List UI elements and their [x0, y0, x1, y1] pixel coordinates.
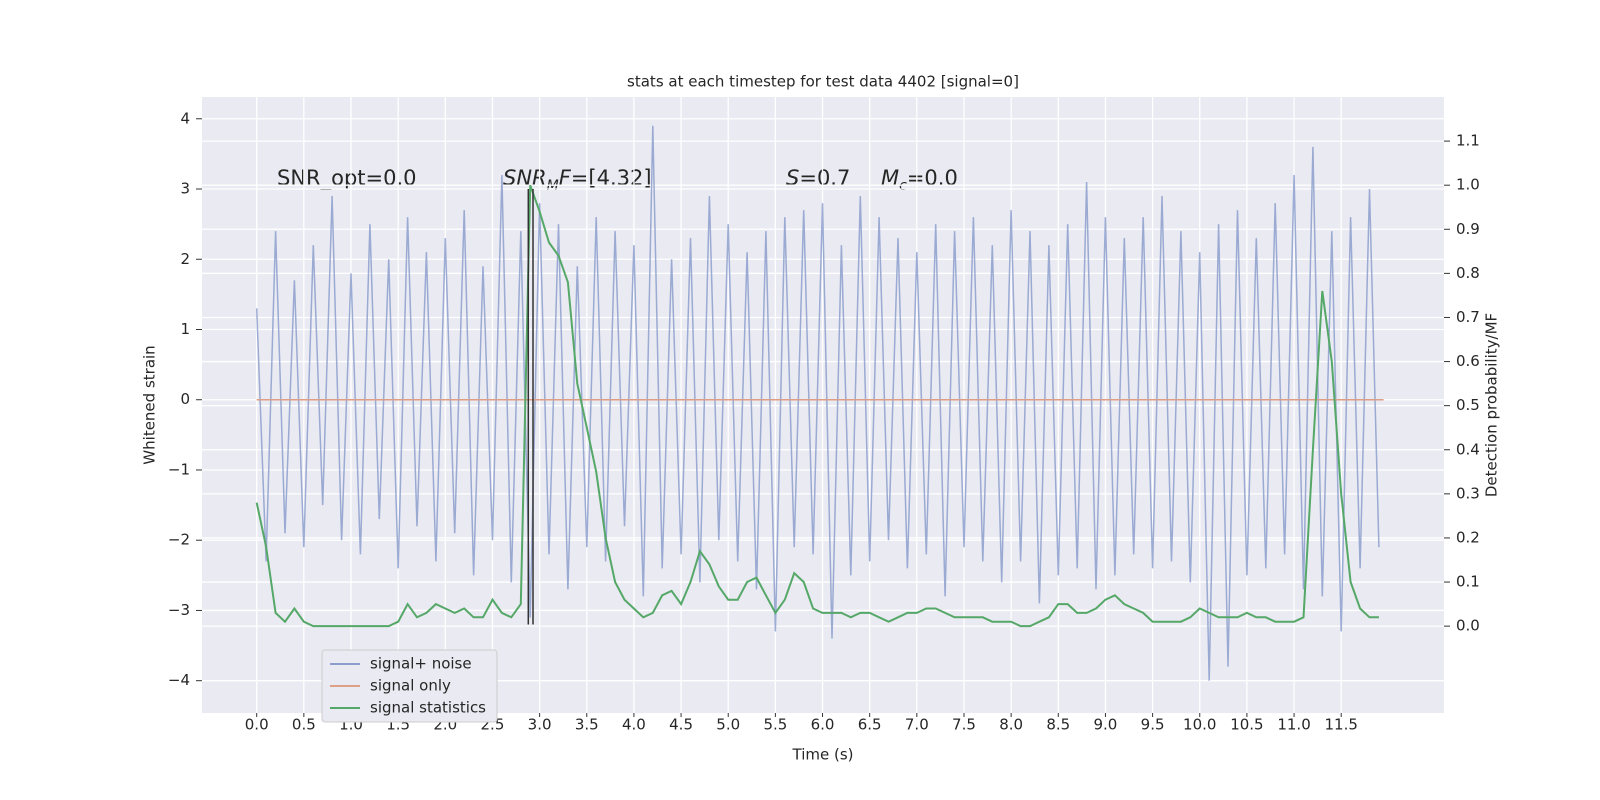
legend-label: signal only	[370, 677, 451, 695]
y-tick-label: −3	[168, 601, 190, 619]
legend-label: signal+ noise	[370, 655, 472, 673]
y2-tick-label: 0.0	[1456, 617, 1480, 635]
x-tick-label: 6.5	[858, 716, 882, 734]
annotation-part: S	[786, 166, 799, 190]
y-axis-label: Whitened strain	[141, 345, 159, 464]
y2-tick-label: 1.0	[1456, 176, 1480, 194]
x-tick-label: 0.0	[245, 716, 269, 734]
x-tick-label: 10.0	[1183, 716, 1216, 734]
y2-tick-label: 0.5	[1456, 396, 1480, 414]
x-tick-label: 8.5	[1046, 716, 1070, 734]
x-tick-label: 9.5	[1141, 716, 1165, 734]
y2-axis-label: Detection probability/MF	[1483, 313, 1501, 497]
y-tick-label: 3	[180, 180, 190, 198]
y2-tick-label: 0.1	[1456, 573, 1480, 591]
y2-tick-label: 0.4	[1456, 440, 1480, 458]
series-line	[255, 184, 1379, 628]
annotation-part: =0.7	[799, 166, 850, 190]
x-tick-label: 3.5	[575, 716, 599, 734]
y-tick-label: 4	[180, 109, 190, 127]
y2-tick-label: 0.6	[1456, 352, 1480, 370]
x-tick-label: 5.5	[763, 716, 787, 734]
x-tick-label: 8.0	[999, 716, 1023, 734]
x-tick-label: 7.5	[952, 716, 976, 734]
x-tick-label: 4.0	[622, 716, 646, 734]
x-tick-label: 3.0	[528, 716, 552, 734]
y2-tick-label: 0.3	[1456, 484, 1480, 502]
x-tick-label: 5.0	[716, 716, 740, 734]
x-tick-label: 9.0	[1094, 716, 1118, 734]
y2-tick-label: 1.1	[1456, 132, 1480, 150]
annotation: SNR_opt=0.0	[277, 166, 417, 191]
x-tick-label: 0.5	[292, 716, 316, 734]
x-tick-label: 4.5	[669, 716, 693, 734]
y2-tick-label: 0.7	[1456, 308, 1480, 326]
y-tick-label: 1	[180, 320, 190, 338]
y2-tick-label: 0.2	[1456, 528, 1480, 546]
y-tick-label: 2	[180, 250, 190, 268]
y-tick-label: −2	[168, 531, 190, 549]
annotation: SNRMF=[4.32]	[503, 166, 652, 194]
y-tick-label: 0	[180, 390, 190, 408]
annotation-part: M	[881, 166, 899, 190]
annotations: SNR_opt=0.0 SNRMF=[4.32] S=0.7 Mc=0.0	[277, 166, 958, 194]
legend: signal+ noise signal only signal statistic…	[321, 649, 498, 723]
x-tick-label: 10.5	[1230, 716, 1263, 734]
annotation: Mc=0.0	[881, 166, 958, 194]
legend-label: signal statistics	[370, 699, 486, 717]
annotation: S=0.7	[786, 166, 850, 190]
legend-box	[321, 649, 498, 723]
annotation-part: =0.0	[907, 166, 958, 190]
y-tick-label: −1	[168, 460, 190, 478]
y2-tick-label: 0.9	[1456, 220, 1480, 238]
x-axis-label: Time (s)	[792, 746, 854, 764]
chart-title: stats at each timestep for test data 440…	[627, 73, 1019, 91]
annotation-part: c	[899, 178, 907, 194]
x-tick-label: 6.0	[811, 716, 835, 734]
x-tick-label: 11.5	[1325, 716, 1358, 734]
annotation-part: =[4.32]	[571, 166, 652, 190]
annotation-part: F	[559, 166, 572, 190]
y-tick-label: −4	[168, 671, 190, 689]
series-line	[255, 125, 1380, 681]
x-tick-label: 11.0	[1277, 716, 1310, 734]
y2-tick-label: 0.8	[1456, 264, 1480, 282]
annotation-part: SNR_opt=0.0	[277, 166, 417, 191]
annotation-part: M	[547, 178, 559, 194]
x-tick-label: 7.0	[905, 716, 929, 734]
